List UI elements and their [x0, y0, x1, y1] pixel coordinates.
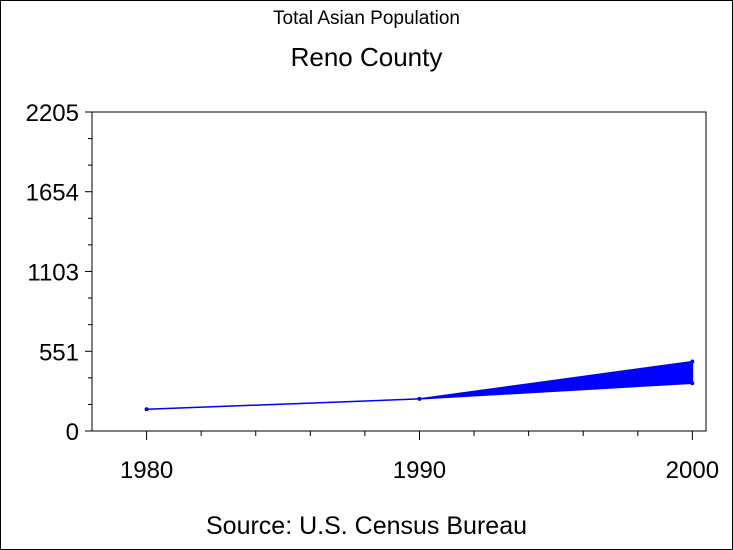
chart-title: Total Asian Population [273, 8, 460, 29]
y-tick-label: 1103 [27, 259, 79, 286]
series-layer [144, 359, 695, 412]
x-tick-label: 2000 [666, 457, 719, 484]
x-axis: 1980 1990 2000 [120, 431, 719, 484]
y-tick-label: 551 [39, 339, 79, 366]
data-point-upper [417, 396, 422, 401]
y-tick-label: 1654 [26, 180, 79, 207]
y-axis: 0 551 1103 1654 2205 [26, 100, 92, 446]
data-point-lower [690, 381, 695, 386]
x-tick-label: 1980 [120, 457, 173, 484]
data-point-upper [690, 359, 695, 364]
y-tick-label: 0 [66, 419, 79, 446]
data-point-upper [144, 407, 149, 412]
y-tick-label: 2205 [26, 100, 79, 127]
chart-subtitle: Reno County [290, 42, 443, 72]
chart-footnote: Source: U.S. Census Bureau [206, 512, 527, 540]
x-tick-label: 1990 [393, 457, 446, 484]
series-band [145, 360, 694, 411]
